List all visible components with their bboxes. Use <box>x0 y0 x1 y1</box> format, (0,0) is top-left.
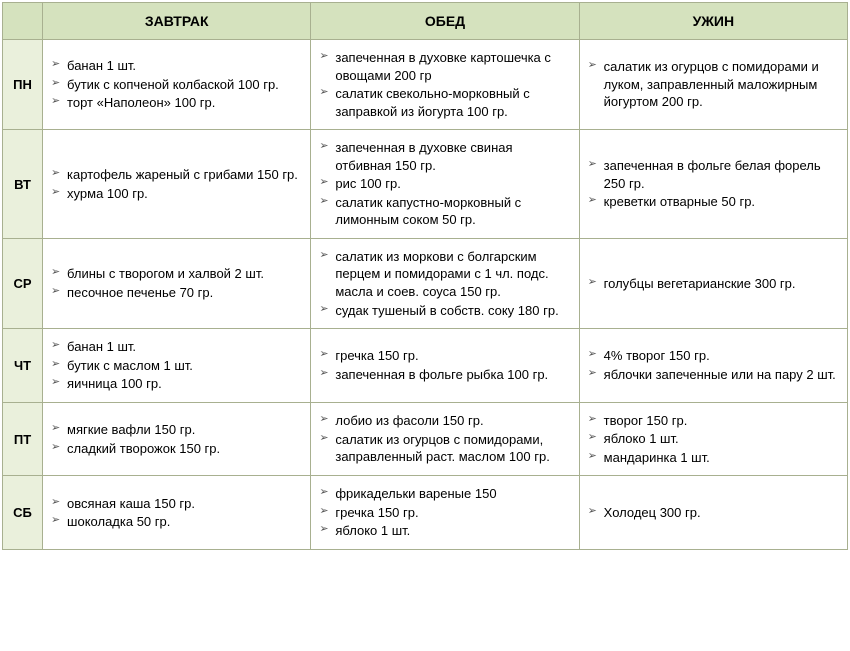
dinner-cell: Холодец 300 гр. <box>579 476 847 550</box>
list-item: запеченная в фольге белая форель 250 гр. <box>586 157 837 192</box>
dinner-cell: 4% творог 150 гр.яблочки запеченные или … <box>579 329 847 403</box>
day-label: ПН <box>3 40 43 130</box>
list-item: Холодец 300 гр. <box>586 504 837 522</box>
meal-list: Холодец 300 гр. <box>586 504 837 522</box>
meal-list: запеченная в духовке картошечка с овощам… <box>317 49 568 120</box>
list-item: сладкий творожок 150 гр. <box>49 440 300 458</box>
list-item: яблоко 1 шт. <box>586 430 837 448</box>
meal-list: гречка 150 гр.запеченная в фольге рыбка … <box>317 347 568 383</box>
day-label: ВТ <box>3 130 43 239</box>
breakfast-cell: банан 1 шт.бутик с копченой колбаской 10… <box>43 40 311 130</box>
list-item: запеченная в духовке свиная отбивная 150… <box>317 139 568 174</box>
table-row: ПНбанан 1 шт.бутик с копченой колбаской … <box>3 40 848 130</box>
meal-list: лобио из фасоли 150 гр.салатик из огурцо… <box>317 412 568 466</box>
list-item: торт «Наполеон» 100 гр. <box>49 94 300 112</box>
list-item: картофель жареный с грибами 150 гр. <box>49 166 300 184</box>
lunch-cell: лобио из фасоли 150 гр.салатик из огурцо… <box>311 402 579 476</box>
corner-header <box>3 3 43 40</box>
day-label: СР <box>3 238 43 328</box>
list-item: запеченная в фольге рыбка 100 гр. <box>317 366 568 384</box>
meal-plan-table: ЗАВТРАК ОБЕД УЖИН ПНбанан 1 шт.бутик с к… <box>2 2 848 550</box>
list-item: голубцы вегетарианские 300 гр. <box>586 275 837 293</box>
lunch-cell: гречка 150 гр.запеченная в фольге рыбка … <box>311 329 579 403</box>
list-item: 4% творог 150 гр. <box>586 347 837 365</box>
list-item: салатик из огурцов с помидорами, заправл… <box>317 431 568 466</box>
list-item: бутик с копченой колбаской 100 гр. <box>49 76 300 94</box>
table-row: СБовсяная каша 150 гр.шоколадка 50 гр.фр… <box>3 476 848 550</box>
meal-list: фрикадельки вареные 150гречка 150 гр.ябл… <box>317 485 568 540</box>
list-item: яблочки запеченные или на пару 2 шт. <box>586 366 837 384</box>
list-item: овсяная каша 150 гр. <box>49 495 300 513</box>
meal-list: блины с творогом и халвой 2 шт.песочное … <box>49 265 300 301</box>
table-row: ЧТбанан 1 шт.бутик с маслом 1 шт.яичница… <box>3 329 848 403</box>
meal-list: голубцы вегетарианские 300 гр. <box>586 275 837 293</box>
list-item: хурма 100 гр. <box>49 185 300 203</box>
meal-list: салатик из огурцов с помидорами и луком,… <box>586 58 837 111</box>
list-item: гречка 150 гр. <box>317 347 568 365</box>
dinner-cell: творог 150 гр.яблоко 1 шт.мандаринка 1 ш… <box>579 402 847 476</box>
day-label: СБ <box>3 476 43 550</box>
list-item: салатик из моркови с болгарским перцем и… <box>317 248 568 301</box>
list-item: судак тушеный в собств. соку 180 гр. <box>317 302 568 320</box>
lunch-cell: салатик из моркови с болгарским перцем и… <box>311 238 579 328</box>
list-item: творог 150 гр. <box>586 412 837 430</box>
table-row: СРблины с творогом и халвой 2 шт.песочно… <box>3 238 848 328</box>
list-item: салатик из огурцов с помидорами и луком,… <box>586 58 837 111</box>
list-item: лобио из фасоли 150 гр. <box>317 412 568 430</box>
list-item: песочное печенье 70 гр. <box>49 284 300 302</box>
list-item: мягкие вафли 150 гр. <box>49 421 300 439</box>
list-item: фрикадельки вареные 150 <box>317 485 568 503</box>
breakfast-header: ЗАВТРАК <box>43 3 311 40</box>
list-item: рис 100 гр. <box>317 175 568 193</box>
lunch-header: ОБЕД <box>311 3 579 40</box>
list-item: банан 1 шт. <box>49 57 300 75</box>
meal-list: банан 1 шт.бутик с копченой колбаской 10… <box>49 57 300 112</box>
dinner-cell: салатик из огурцов с помидорами и луком,… <box>579 40 847 130</box>
meal-list: запеченная в фольге белая форель 250 гр.… <box>586 157 837 211</box>
lunch-cell: запеченная в духовке свиная отбивная 150… <box>311 130 579 239</box>
list-item: шоколадка 50 гр. <box>49 513 300 531</box>
list-item: бутик с маслом 1 шт. <box>49 357 300 375</box>
list-item: яичница 100 гр. <box>49 375 300 393</box>
list-item: блины с творогом и халвой 2 шт. <box>49 265 300 283</box>
lunch-cell: фрикадельки вареные 150гречка 150 гр.ябл… <box>311 476 579 550</box>
list-item: яблоко 1 шт. <box>317 522 568 540</box>
table-row: ВТкартофель жареный с грибами 150 гр.хур… <box>3 130 848 239</box>
breakfast-cell: овсяная каша 150 гр.шоколадка 50 гр. <box>43 476 311 550</box>
meal-list: овсяная каша 150 гр.шоколадка 50 гр. <box>49 495 300 531</box>
lunch-cell: запеченная в духовке картошечка с овощам… <box>311 40 579 130</box>
meal-list: салатик из моркови с болгарским перцем и… <box>317 248 568 319</box>
list-item: салатик капустно-морковный с лимонным со… <box>317 194 568 229</box>
meal-list: 4% творог 150 гр.яблочки запеченные или … <box>586 347 837 383</box>
meal-list: творог 150 гр.яблоко 1 шт.мандаринка 1 ш… <box>586 412 837 467</box>
meal-list: картофель жареный с грибами 150 гр.хурма… <box>49 166 300 202</box>
meal-list: запеченная в духовке свиная отбивная 150… <box>317 139 568 229</box>
dinner-header: УЖИН <box>579 3 847 40</box>
day-label: ПТ <box>3 402 43 476</box>
list-item: банан 1 шт. <box>49 338 300 356</box>
list-item: креветки отварные 50 гр. <box>586 193 837 211</box>
breakfast-cell: мягкие вафли 150 гр.сладкий творожок 150… <box>43 402 311 476</box>
list-item: салатик свекольно-морковный с заправкой … <box>317 85 568 120</box>
meal-list: банан 1 шт.бутик с маслом 1 шт.яичница 1… <box>49 338 300 393</box>
dinner-cell: голубцы вегетарианские 300 гр. <box>579 238 847 328</box>
header-row: ЗАВТРАК ОБЕД УЖИН <box>3 3 848 40</box>
list-item: гречка 150 гр. <box>317 504 568 522</box>
table-body: ПНбанан 1 шт.бутик с копченой колбаской … <box>3 40 848 550</box>
dinner-cell: запеченная в фольге белая форель 250 гр.… <box>579 130 847 239</box>
list-item: запеченная в духовке картошечка с овощам… <box>317 49 568 84</box>
breakfast-cell: блины с творогом и халвой 2 шт.песочное … <box>43 238 311 328</box>
breakfast-cell: картофель жареный с грибами 150 гр.хурма… <box>43 130 311 239</box>
day-label: ЧТ <box>3 329 43 403</box>
table-row: ПТмягкие вафли 150 гр.сладкий творожок 1… <box>3 402 848 476</box>
breakfast-cell: банан 1 шт.бутик с маслом 1 шт.яичница 1… <box>43 329 311 403</box>
meal-list: мягкие вафли 150 гр.сладкий творожок 150… <box>49 421 300 457</box>
list-item: мандаринка 1 шт. <box>586 449 837 467</box>
